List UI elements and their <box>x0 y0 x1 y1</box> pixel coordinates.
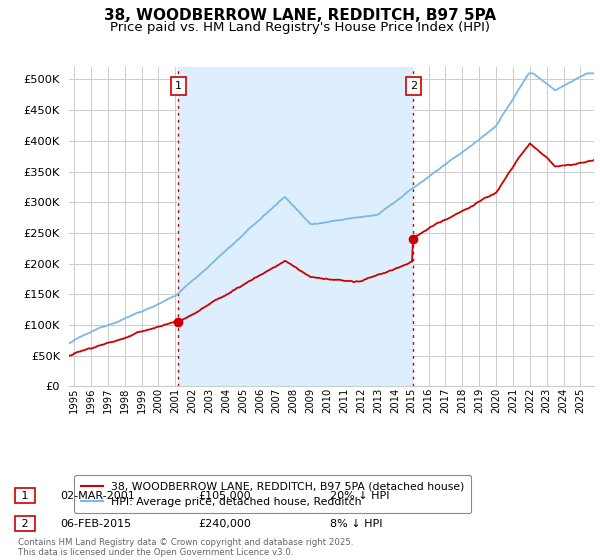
Text: £105,000: £105,000 <box>198 491 251 501</box>
Text: 1: 1 <box>18 491 32 501</box>
Bar <box>178 67 413 386</box>
Text: 20% ↓ HPI: 20% ↓ HPI <box>330 491 389 501</box>
Text: 38, WOODBERROW LANE, REDDITCH, B97 5PA: 38, WOODBERROW LANE, REDDITCH, B97 5PA <box>104 8 496 24</box>
Legend: 38, WOODBERROW LANE, REDDITCH, B97 5PA (detached house), HPI: Average price, det: 38, WOODBERROW LANE, REDDITCH, B97 5PA (… <box>74 475 471 514</box>
Text: 1: 1 <box>175 81 182 91</box>
Text: 2: 2 <box>410 81 417 91</box>
Text: 06-FEB-2015: 06-FEB-2015 <box>60 519 131 529</box>
Text: 02-MAR-2001: 02-MAR-2001 <box>60 491 135 501</box>
Text: 2: 2 <box>18 519 32 529</box>
Text: 8% ↓ HPI: 8% ↓ HPI <box>330 519 383 529</box>
Text: Contains HM Land Registry data © Crown copyright and database right 2025.
This d: Contains HM Land Registry data © Crown c… <box>18 538 353 557</box>
Text: Price paid vs. HM Land Registry's House Price Index (HPI): Price paid vs. HM Land Registry's House … <box>110 21 490 34</box>
Text: £240,000: £240,000 <box>198 519 251 529</box>
